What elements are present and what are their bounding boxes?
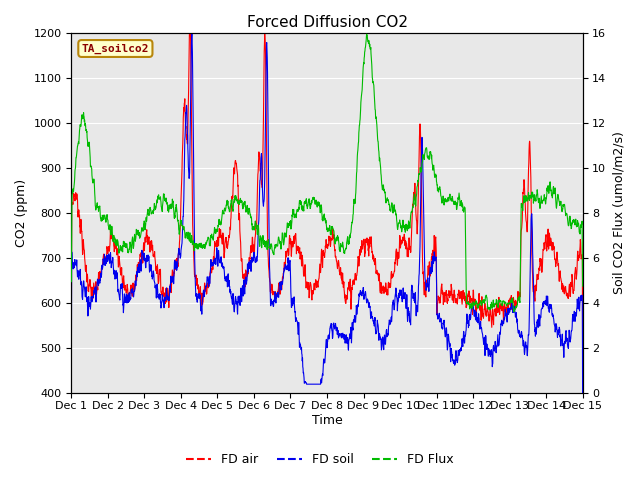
Y-axis label: Soil CO2 Flux (umol/m2/s): Soil CO2 Flux (umol/m2/s) xyxy=(612,132,625,294)
Legend: FD air, FD soil, FD Flux: FD air, FD soil, FD Flux xyxy=(181,448,459,471)
Title: Forced Diffusion CO2: Forced Diffusion CO2 xyxy=(246,15,408,30)
X-axis label: Time: Time xyxy=(312,414,342,427)
Text: TA_soilco2: TA_soilco2 xyxy=(82,43,149,54)
Y-axis label: CO2 (ppm): CO2 (ppm) xyxy=(15,179,28,247)
